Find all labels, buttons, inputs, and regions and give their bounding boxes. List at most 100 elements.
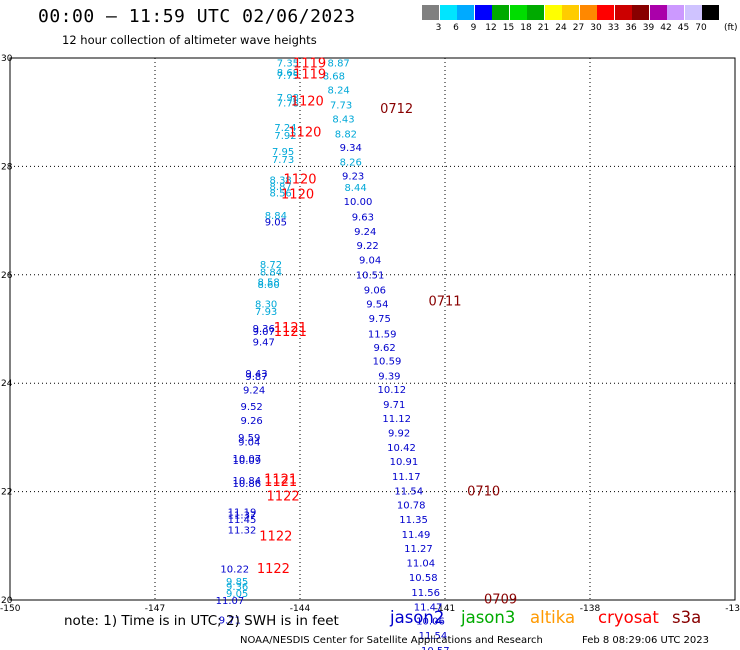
swh-value-west-dark: 11.32	[228, 526, 257, 537]
pass-time-label: 0712	[380, 102, 413, 117]
pass-time-label: 1120	[288, 126, 321, 141]
swh-value-east-dark: 11.54	[394, 487, 423, 498]
swh-value-east-dark: 9.71	[383, 400, 405, 411]
swh-value-west-light: 7.35	[277, 58, 299, 69]
swh-value-east-dark: 10.57	[421, 646, 450, 650]
swh-value-west-dark: 9.07	[253, 327, 275, 338]
swh-value-west-dark: 9.47	[253, 337, 275, 348]
swh-value-east-dark: 9.06	[364, 285, 386, 296]
swh-value-east-dark: 9.04	[359, 256, 381, 267]
swh-value-east-dark: 11.17	[392, 472, 421, 483]
colorbar-label: 36	[625, 23, 637, 33]
swh-value-east-dark: 11.27	[404, 544, 433, 555]
swh-value-east-dark: 9.62	[373, 343, 395, 354]
swh-value-west-dark: 9.52	[241, 402, 263, 413]
swh-value-west-light: 7.93	[255, 307, 277, 318]
pass-time-label: 1121	[274, 321, 307, 336]
swh-value-west-light: 8.56	[270, 188, 292, 199]
x-tick-label: -13	[725, 604, 740, 614]
swh-value-west-dark: 11.19	[228, 508, 257, 519]
swh-value-west-dark: 10.84	[233, 476, 262, 487]
swh-value-west-light: 8.87	[270, 182, 292, 193]
swh-value-west-light: 8.30	[255, 300, 277, 311]
colorbar-swatch	[457, 5, 474, 20]
pass-time-label: 1120	[291, 94, 324, 109]
colorbar-swatch	[509, 5, 527, 20]
swh-value-east-dark: 10.59	[373, 356, 402, 367]
swh-value-east-dark: 10.91	[390, 457, 419, 468]
swh-value-west-dark: 11.37	[228, 510, 257, 521]
colorbar-label: 39	[642, 23, 655, 33]
swh-value-east-light: 7.73	[330, 101, 352, 112]
legend-s3a: s3a	[672, 608, 702, 627]
swh-value-east-dark: 10.78	[397, 501, 426, 512]
colorbar-swatch	[632, 5, 649, 20]
swh-value-east-dark: 11.35	[399, 515, 428, 526]
pass-time-label: 1121	[264, 475, 297, 490]
legend-altika: altika	[530, 608, 576, 627]
colorbar-swatch	[702, 5, 719, 20]
pass-time-label: 1120	[283, 172, 316, 187]
x-tick-label: -147	[145, 604, 165, 614]
swh-value-east-light: 8.26	[340, 158, 362, 169]
swh-value-west-dark: 10.09	[233, 456, 262, 467]
swh-value-west-dark: 11.07	[216, 596, 245, 607]
colorbar-swatch	[492, 5, 509, 20]
legend-cryosat: cryosat	[598, 608, 659, 627]
swh-value-east-light: 8.87	[328, 58, 350, 69]
swh-value-west-light: 7.73	[272, 155, 294, 166]
swh-value-west-light: 9.36	[226, 582, 248, 593]
colorbar-label: 6	[453, 23, 459, 33]
swh-value-west-dark: 9.59	[238, 433, 260, 444]
footer-organization: NOAA/NESDIS Center for Satellite Applica…	[240, 635, 543, 646]
swh-value-west-light: 7.78	[277, 98, 299, 109]
swh-value-west-dark: 9.26	[241, 416, 263, 427]
colorbar-label: 42	[660, 23, 672, 33]
swh-value-west-light: 8.84	[260, 268, 282, 279]
swh-value-west-light: 8.72	[260, 260, 282, 271]
swh-value-west-light: 7.95	[272, 147, 294, 158]
swh-value-east-dark: 9.75	[369, 314, 391, 325]
map-frame	[9, 57, 736, 601]
map-subtitle: 12 hour collection of altimeter wave hei…	[62, 33, 317, 47]
swh-value-west-dark: 10.07	[233, 454, 262, 465]
swh-value-west-dark: 9.43	[245, 369, 267, 380]
pass-time-label: 1121	[274, 325, 307, 340]
swh-value-west-dark: 9.71	[219, 616, 241, 627]
map-title: 00:00 – 11:59 UTC 02/06/2023	[38, 6, 356, 27]
colorbar-label: 21	[537, 23, 550, 33]
swh-value-east-dark: 11.54	[419, 631, 448, 642]
swh-value-east-dark: 10.42	[387, 443, 416, 454]
y-tick-label: 24	[1, 379, 13, 389]
swh-value-west-light: 7.75	[277, 71, 299, 82]
swh-value-east-light: 8.68	[323, 71, 345, 82]
colorbar-swatch	[422, 5, 439, 20]
swh-value-west-light: 8.68	[277, 68, 299, 79]
x-tick-label: -144	[290, 604, 311, 614]
swh-value-west-dark: 9.24	[243, 386, 265, 397]
swh-value-west-light: 7.98	[277, 93, 299, 104]
swh-value-east-dark: 10.51	[356, 270, 385, 281]
swh-value-east-dark: 9.22	[357, 241, 379, 252]
swh-value-east-light: 8.24	[328, 85, 350, 96]
y-tick-label: 20	[1, 596, 13, 606]
colorbar-label: 3	[435, 23, 442, 33]
swh-value-east-dark: 11.04	[407, 559, 436, 570]
swh-value-west-light: 8.60	[257, 280, 279, 291]
pass-time-label: 1122	[257, 562, 290, 577]
footer-timestamp: Feb 8 08:29:06 UTC 2023	[582, 635, 709, 646]
swh-value-west-dark: 9.04	[238, 438, 260, 449]
swh-value-east-dark: 9.24	[354, 227, 376, 238]
colorbar-label: 70	[695, 23, 707, 33]
colorbar-swatch	[562, 5, 579, 20]
colorbar-swatch	[579, 5, 597, 20]
colorbar-label: 27	[572, 23, 585, 33]
swh-value-west-dark: 11.45	[228, 515, 257, 526]
legend-jason2: jason2	[390, 608, 445, 627]
pass-time-label: 1122	[267, 489, 300, 504]
swh-value-west-light: 8.38	[270, 175, 292, 186]
x-tick-label: -150	[0, 604, 21, 614]
y-tick-label: 22	[1, 488, 12, 498]
colorbar-label: 15	[502, 23, 515, 33]
swh-value-east-dark: 9.63	[352, 212, 374, 223]
